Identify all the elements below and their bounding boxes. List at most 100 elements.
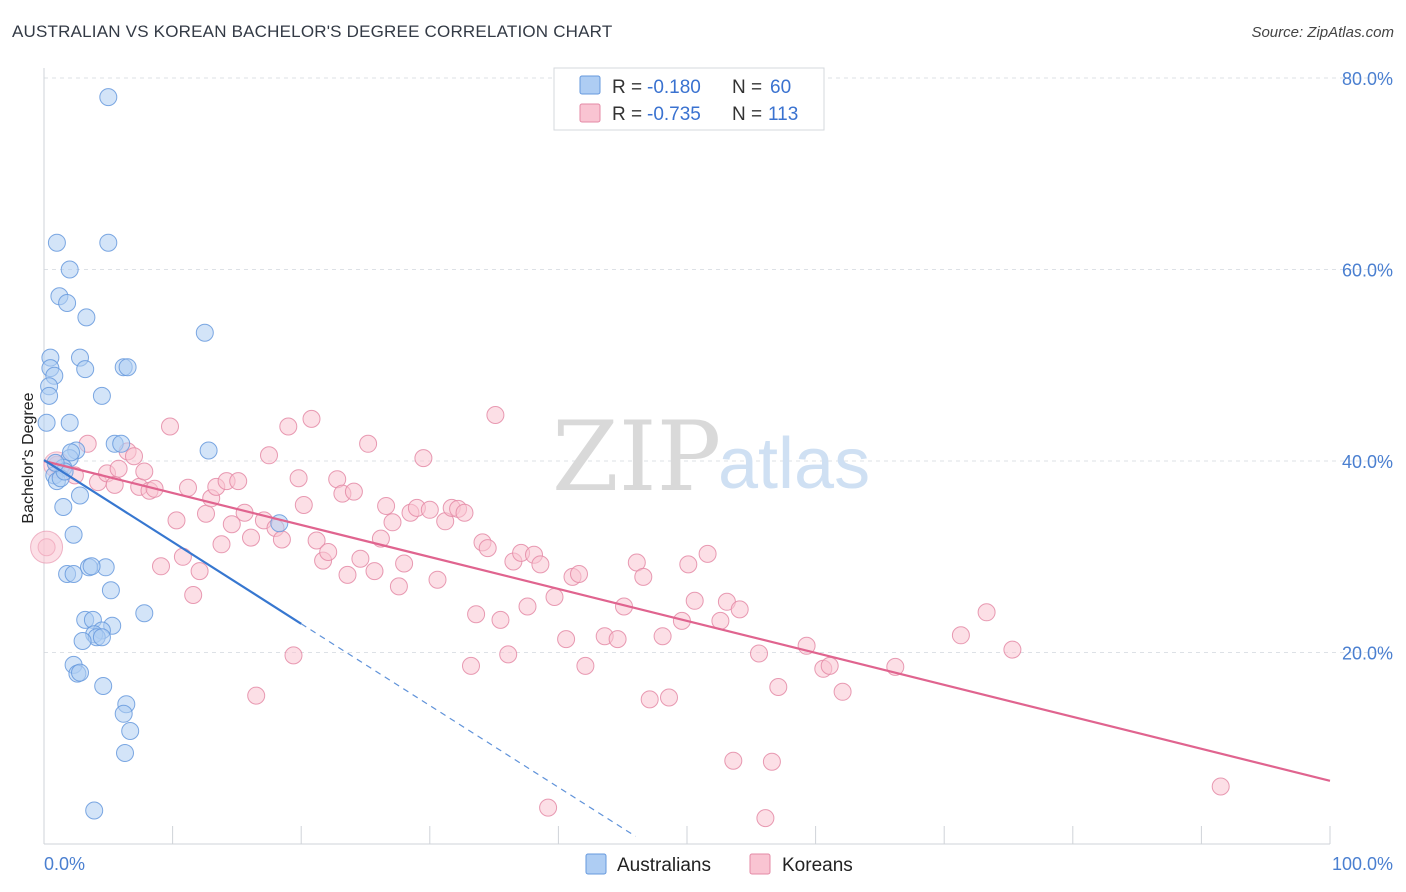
- koreans-point: [173, 547, 192, 566]
- bottom-legend-swatch-australians: [585, 853, 607, 875]
- koreans-point: [351, 549, 370, 568]
- australians-trend-extension: [300, 623, 636, 837]
- y-axis-label: Bachelor's Degree: [20, 392, 37, 523]
- australians-point: [135, 604, 154, 623]
- australians-point: [37, 413, 56, 432]
- koreans-point: [499, 645, 518, 664]
- koreans-point: [109, 459, 128, 478]
- koreans-point: [338, 565, 357, 584]
- koreans-point: [1211, 777, 1230, 796]
- koreans-point: [491, 610, 510, 629]
- legend-n-label-koreans: N =: [732, 104, 762, 125]
- koreans-point: [698, 544, 717, 563]
- australians-point: [77, 308, 96, 327]
- australians-point: [99, 233, 118, 252]
- legend-swatch-australians: [579, 75, 601, 95]
- koreans-trend-line: [43, 459, 1331, 782]
- koreans-point: [428, 570, 447, 589]
- australians-points: [37, 88, 289, 820]
- koreans-point: [307, 531, 326, 550]
- koreans-point: [951, 626, 970, 645]
- australians-point: [112, 434, 131, 453]
- koreans-point: [531, 555, 550, 574]
- koreans-point: [833, 682, 852, 701]
- koreans-point: [653, 627, 672, 646]
- koreans-point: [179, 478, 197, 497]
- bottom-legend: Australians Koreans: [585, 853, 853, 876]
- y-tick-label-20: 20.0%: [1342, 644, 1393, 664]
- koreans-point: [229, 472, 248, 491]
- legend-box: R = -0.180 N = 60 R = -0.735 N = 113: [553, 67, 825, 131]
- australians-point: [199, 441, 218, 460]
- australians-point: [47, 233, 66, 252]
- koreans-point: [197, 504, 215, 523]
- australians-point: [114, 704, 133, 723]
- x-tick-label-min: 0.0%: [44, 854, 85, 874]
- australians-point: [195, 323, 214, 342]
- legend-swatch-koreans: [579, 103, 601, 123]
- australians-point: [71, 663, 89, 682]
- australians-point: [94, 677, 113, 695]
- koreans-point: [319, 543, 338, 561]
- koreans-point: [730, 600, 749, 619]
- koreans-point: [284, 646, 303, 665]
- legend-r-value-australians: -0.180: [647, 77, 701, 98]
- legend-r-label-koreans: R =: [612, 104, 642, 125]
- australians-point: [118, 358, 137, 377]
- australians-point: [73, 632, 92, 650]
- australians-point: [76, 360, 95, 379]
- australians-point: [60, 413, 79, 432]
- y-tick-label-80: 80.0%: [1342, 69, 1393, 89]
- koreans-point: [769, 678, 788, 696]
- koreans-point: [365, 562, 384, 581]
- australians-point: [58, 294, 77, 312]
- chart-title: AUSTRALIAN VS KOREAN BACHELOR'S DEGREE C…: [12, 22, 613, 41]
- koreans-point: [679, 555, 698, 574]
- koreans-point: [820, 656, 839, 675]
- australians-point: [116, 744, 134, 762]
- legend-r-label-australians: R =: [612, 77, 642, 98]
- legend-n-label-australians: N =: [732, 77, 762, 98]
- koreans-point: [750, 644, 768, 663]
- australians-point: [92, 628, 111, 647]
- koreans-point: [486, 406, 505, 424]
- koreans-point: [640, 690, 659, 709]
- koreans-point: [272, 530, 291, 549]
- koreans-point: [545, 588, 564, 606]
- koreans-point-large: [30, 530, 64, 564]
- koreans-point: [576, 656, 595, 675]
- legend-r-value-koreans: -0.735: [647, 104, 701, 125]
- koreans-point: [302, 409, 321, 428]
- koreans-point: [762, 752, 781, 771]
- source-label: Source: ZipAtlas.com: [1251, 24, 1394, 41]
- australians-point: [85, 801, 104, 820]
- koreans-point: [152, 557, 170, 576]
- trend-lines: [43, 459, 1331, 837]
- koreans-point: [167, 511, 186, 530]
- koreans-point: [395, 554, 414, 573]
- koreans-point: [660, 688, 678, 707]
- australians-point: [62, 443, 80, 462]
- koreans-point: [344, 482, 363, 501]
- bottom-legend-swatch-koreans: [749, 853, 771, 875]
- koreans-point: [756, 809, 775, 828]
- australians-point: [71, 486, 89, 505]
- koreans-point: [478, 539, 497, 558]
- australians-point: [64, 525, 83, 544]
- australians-point: [40, 386, 59, 405]
- australians-point: [82, 557, 101, 576]
- koreans-point: [242, 528, 260, 547]
- australians-trend-line: [43, 459, 302, 625]
- koreans-point: [359, 434, 378, 453]
- koreans-point: [377, 497, 396, 515]
- koreans-point: [724, 751, 743, 770]
- koreans-point: [161, 417, 179, 436]
- koreans-point: [570, 565, 588, 583]
- australians-point: [92, 386, 111, 405]
- x-tick-label-max: 100.0%: [1332, 854, 1393, 874]
- y-tick-label-40: 40.0%: [1342, 452, 1393, 472]
- koreans-point: [557, 630, 576, 649]
- koreans-point: [414, 449, 433, 468]
- koreans-point: [184, 586, 203, 604]
- koreans-point: [125, 447, 143, 466]
